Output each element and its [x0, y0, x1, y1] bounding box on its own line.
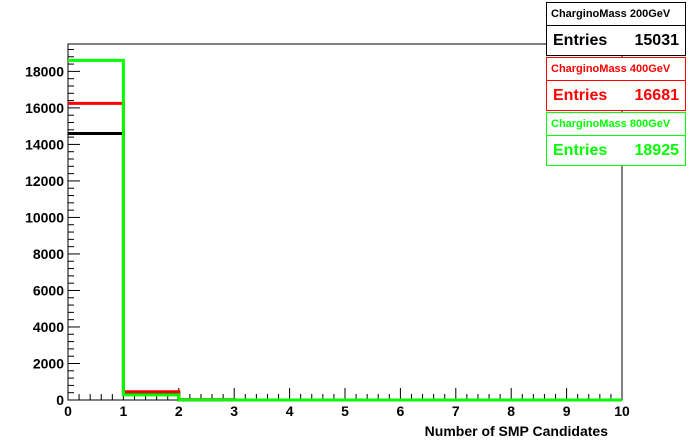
y-tick-label: 10000 — [25, 209, 64, 225]
x-tick-label: 1 — [120, 403, 128, 419]
x-tick-label: 10 — [614, 403, 630, 419]
entries-value: 15031 — [634, 32, 680, 49]
x-tick-label: 6 — [397, 403, 405, 419]
y-tick-label: 6000 — [33, 282, 64, 298]
stat-box-title: CharginoMass 400GeV — [547, 58, 685, 81]
x-axis-label: Number of SMP Candidates — [425, 423, 609, 439]
x-tick-label: 9 — [563, 403, 571, 419]
x-tick-label: 4 — [286, 403, 294, 419]
entries-label: Entries — [553, 142, 608, 159]
stat-box-title: CharginoMass 800GeV — [547, 113, 685, 136]
y-tick-label: 4000 — [33, 319, 64, 335]
y-tick-label: 16000 — [25, 100, 64, 116]
stat-box-title: CharginoMass 200GeV — [547, 3, 685, 26]
x-tick-label: 2 — [175, 403, 183, 419]
stat-box-entries-row: Entries 18925 — [547, 136, 685, 165]
stat-box-entries-row: Entries 16681 — [547, 81, 685, 110]
plot-frame — [67, 43, 623, 401]
stat-box-0: CharginoMass 200GeV Entries 15031 — [546, 2, 686, 56]
stat-box-entries-row: Entries 15031 — [547, 26, 685, 55]
y-tick-label: 0 — [56, 392, 64, 408]
stat-box-1: CharginoMass 400GeV Entries 16681 — [546, 57, 686, 111]
histogram-line-0 — [68, 131, 622, 402]
entries-value: 16681 — [634, 87, 680, 104]
x-tick-label: 7 — [452, 403, 460, 419]
stat-box-2: CharginoMass 800GeV Entries 18925 — [546, 112, 686, 166]
x-tick-label: 5 — [341, 403, 349, 419]
x-tick-label: 3 — [230, 403, 238, 419]
histogram-line-1 — [68, 101, 622, 402]
y-tick-label: 14000 — [25, 136, 64, 152]
histogram-line-2 — [68, 58, 622, 402]
y-tick-label: 2000 — [33, 355, 64, 371]
y-tick-label: 18000 — [25, 63, 64, 79]
y-tick-label: 8000 — [33, 246, 64, 262]
x-tick-label: 0 — [64, 403, 72, 419]
x-axis: 0 1 2 3 4 5 6 7 8 9 10 — [64, 388, 630, 419]
entries-value: 18925 — [634, 142, 680, 159]
entries-label: Entries — [553, 32, 608, 49]
y-tick-label: 12000 — [25, 173, 64, 189]
entries-label: Entries — [553, 87, 608, 104]
histogram-series — [68, 58, 622, 402]
y-axis: 0 2000 4000 6000 8000 10000 12000 14000 16000 180… — [25, 48, 80, 408]
x-tick-label: 8 — [507, 403, 515, 419]
